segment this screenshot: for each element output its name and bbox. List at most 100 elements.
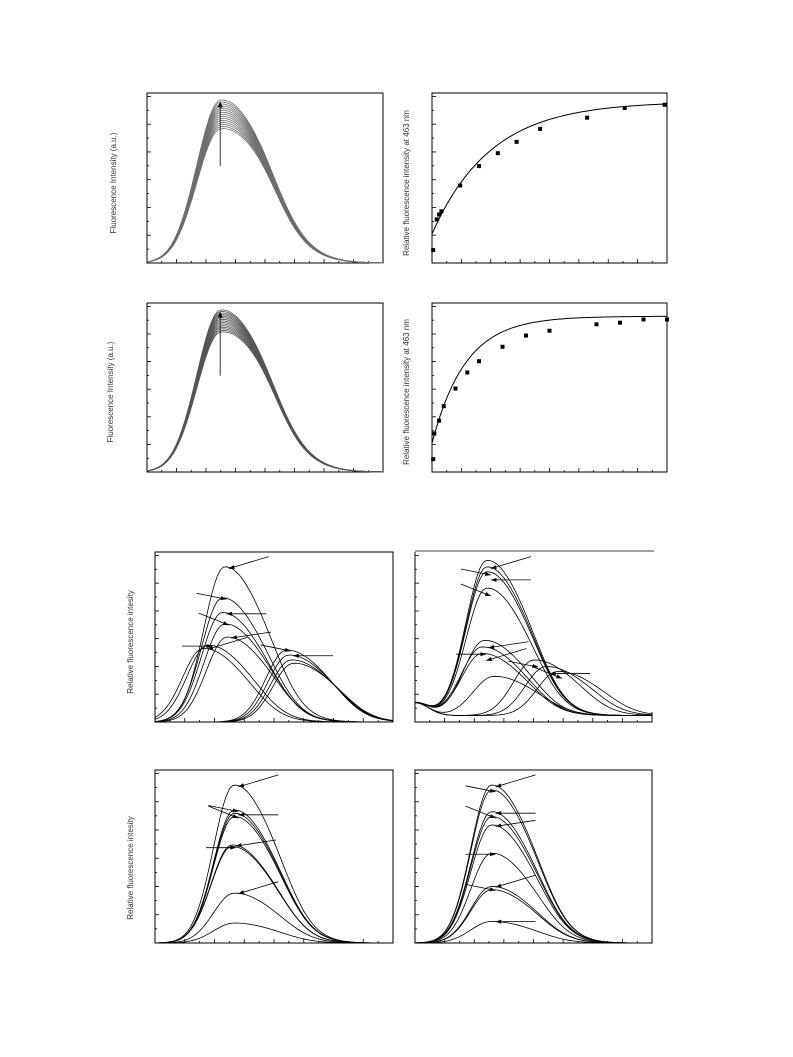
annotation-arrow [238,774,279,788]
annotation-arrow-head [480,652,487,657]
annotation-arrow-head [486,657,493,661]
spectrum-line [146,323,384,473]
data-point [524,333,528,338]
annotation-arrow-head [495,883,502,888]
annotation-arrow-head [228,564,235,569]
annotation-arrow-head [495,823,502,828]
panel-h [414,769,653,944]
ylabel-panel-c: Fluorescence Intensity (a.u.) [106,341,115,442]
plot-frame [431,302,668,473]
spectrum-line [146,331,384,473]
annotation-arrow-head [235,843,242,848]
spectrum-line [155,662,394,723]
spectrum-line [146,320,384,473]
annotation-arrow-head [284,647,291,652]
spectrum-line [146,329,384,473]
trend-arrow-head [217,101,223,108]
panel-d [431,302,669,473]
annotation-arrow [495,874,536,888]
plot-frame [146,302,384,473]
ylabel-panel-d: Relative fluorescence intensity at 463 n… [402,319,411,465]
plot-frame [154,769,394,944]
data-point [477,359,481,364]
spectrum-line [154,784,394,944]
annotation-arrow-head [230,845,236,850]
data-point [594,322,599,327]
data-point [495,151,500,156]
annotation-arrow-head [488,644,495,649]
spectrum-line [146,325,384,473]
spectrum-line [146,101,384,264]
annotation-arrow-head [490,564,497,569]
annotation-arrow-head [232,808,239,813]
trend-arrow-head [217,311,223,318]
spectrum-line [154,809,394,944]
data-point [431,457,436,462]
annotation-arrow-head [231,635,238,640]
annotation-arrow-head [222,621,229,626]
spectrum-line [146,103,384,264]
annotation-arrow-head [232,814,239,819]
annotation-arrow-head [293,653,299,658]
data-point [500,344,505,349]
spectrum-line [154,648,394,723]
spectrum-line [414,666,653,716]
annotation-arrow-head [489,814,496,819]
data-point [618,320,622,325]
data-point [453,386,458,391]
spectrum-line [154,922,394,944]
annotation-arrow-head [550,671,556,676]
spectrum-line [414,816,653,944]
annotation-arrow [207,636,248,650]
annotation-arrow [235,839,276,847]
spectrum-line [146,128,384,264]
spectrum-line [146,99,384,264]
spectrum-line [146,111,384,264]
data-point [465,370,470,375]
data-point [437,212,442,217]
annotation-arrow-head [489,887,496,892]
annotation-arrow-head [555,674,562,679]
spectrum-line [146,105,384,264]
spectrum-line [414,640,653,716]
data-point [431,248,436,253]
panel-a [146,92,384,264]
spectrum-line [146,107,384,264]
annotation-arrow [238,881,279,895]
spectrum-line [146,314,384,473]
annotation-arrow-head [489,788,496,793]
annotation-arrow [485,648,527,662]
spectrum-line [414,886,653,944]
data-point [439,209,444,214]
spectrum-line [414,675,653,716]
spectrum-line [154,636,394,723]
annotation-arrow-head [226,611,233,616]
spectrum-line [414,560,653,716]
plot-frame [431,92,668,264]
data-point [622,105,627,110]
annotation-arrow [490,556,531,569]
spectrum-line [414,920,653,944]
spectrum-line [154,816,394,944]
ylabel-panel-b: Relative fluorescence intensity at 463 n… [402,110,411,256]
annotation-arrow-head [484,592,491,597]
spectrum-line [414,671,653,716]
data-point [458,183,463,188]
spectrum-line [146,312,384,473]
panel-f [414,550,654,723]
annotation-arrow [228,556,269,569]
spectrum-line [154,892,394,944]
annotation-arrow-head [238,890,245,895]
annotation-arrow-head [238,783,245,788]
data-point [477,164,481,169]
spectrum-line [146,311,384,473]
plot-frame [146,92,384,264]
annotation-arrow-head [495,811,502,816]
spectrum-line [155,659,394,723]
annotation-arrow [231,631,272,639]
annotation-arrow [495,774,536,788]
ylabel-panel-a: Fluorescence Intensity (a.u.) [109,132,118,233]
spectrum-line [146,315,384,473]
annotation-arrow-head [489,852,496,857]
